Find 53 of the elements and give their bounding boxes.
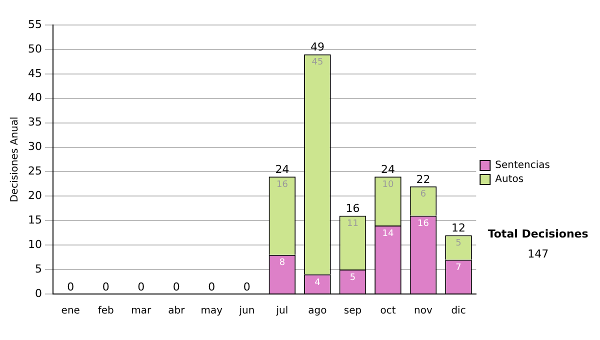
total-label: 22 [416,172,430,186]
legend-label: Autos [495,174,524,186]
total-label: 0 [67,280,74,294]
data-label: 45 [312,58,324,68]
data-label: 16 [276,180,288,190]
total-label: 12 [452,222,466,235]
y-tick-label: 55 [28,18,42,31]
legend-label: Sentencias [495,160,550,172]
x-tick-label: ago [308,306,327,317]
data-label: 6 [420,190,426,200]
y-tick-label: 30 [28,140,42,154]
text: 147 [528,247,549,260]
data-label: 7 [456,263,462,274]
x-tick-label: abr [168,306,186,317]
total-label: 49 [310,40,324,54]
data-label: 4 [314,278,321,288]
total-label: 16 [346,202,360,216]
y-tick-label: 45 [28,66,42,80]
y-tick-label: 35 [28,116,42,129]
data-label: 10 [382,180,394,190]
y-tick-label: 15 [28,213,42,226]
y-axis-title: Decisiones Anual [10,116,21,202]
x-tick-label: feb [98,306,114,317]
total-label: 0 [102,280,110,294]
x-tick-label: dic [451,306,466,317]
data-label: 16 [418,219,430,230]
data-label: 11 [346,219,358,230]
total-label: 0 [208,280,216,294]
x-tick-label: jul [275,306,288,317]
x-tick-label: ene [61,306,80,317]
total-label: 24 [380,162,395,176]
y-tick-label: 50 [28,42,42,56]
x-tick-label: oct [380,306,396,317]
x-tick-label: mar [131,306,152,317]
data-label: 5 [456,238,462,249]
data-label: 8 [279,258,286,268]
total-label: 0 [172,280,180,294]
total-label: 24 [275,162,290,176]
total-label: 0 [138,280,145,294]
data-label: 5 [350,272,356,283]
data-label: 14 [382,228,394,239]
x-tick-label: nov [414,306,433,317]
y-tick-label: 20 [28,189,42,202]
y-tick-label: 25 [28,164,42,178]
text: Total Decisiones [488,227,589,240]
y-tick-label: 0 [34,286,42,300]
x-tick-label: may [200,306,223,317]
total-label: 0 [243,280,250,294]
y-tick-label: 5 [34,262,42,276]
y-tick-label: 40 [28,91,42,104]
x-tick-label: sep [344,306,362,317]
y-tick-label: 10 [28,238,42,251]
x-tick-label: jun [238,306,255,317]
